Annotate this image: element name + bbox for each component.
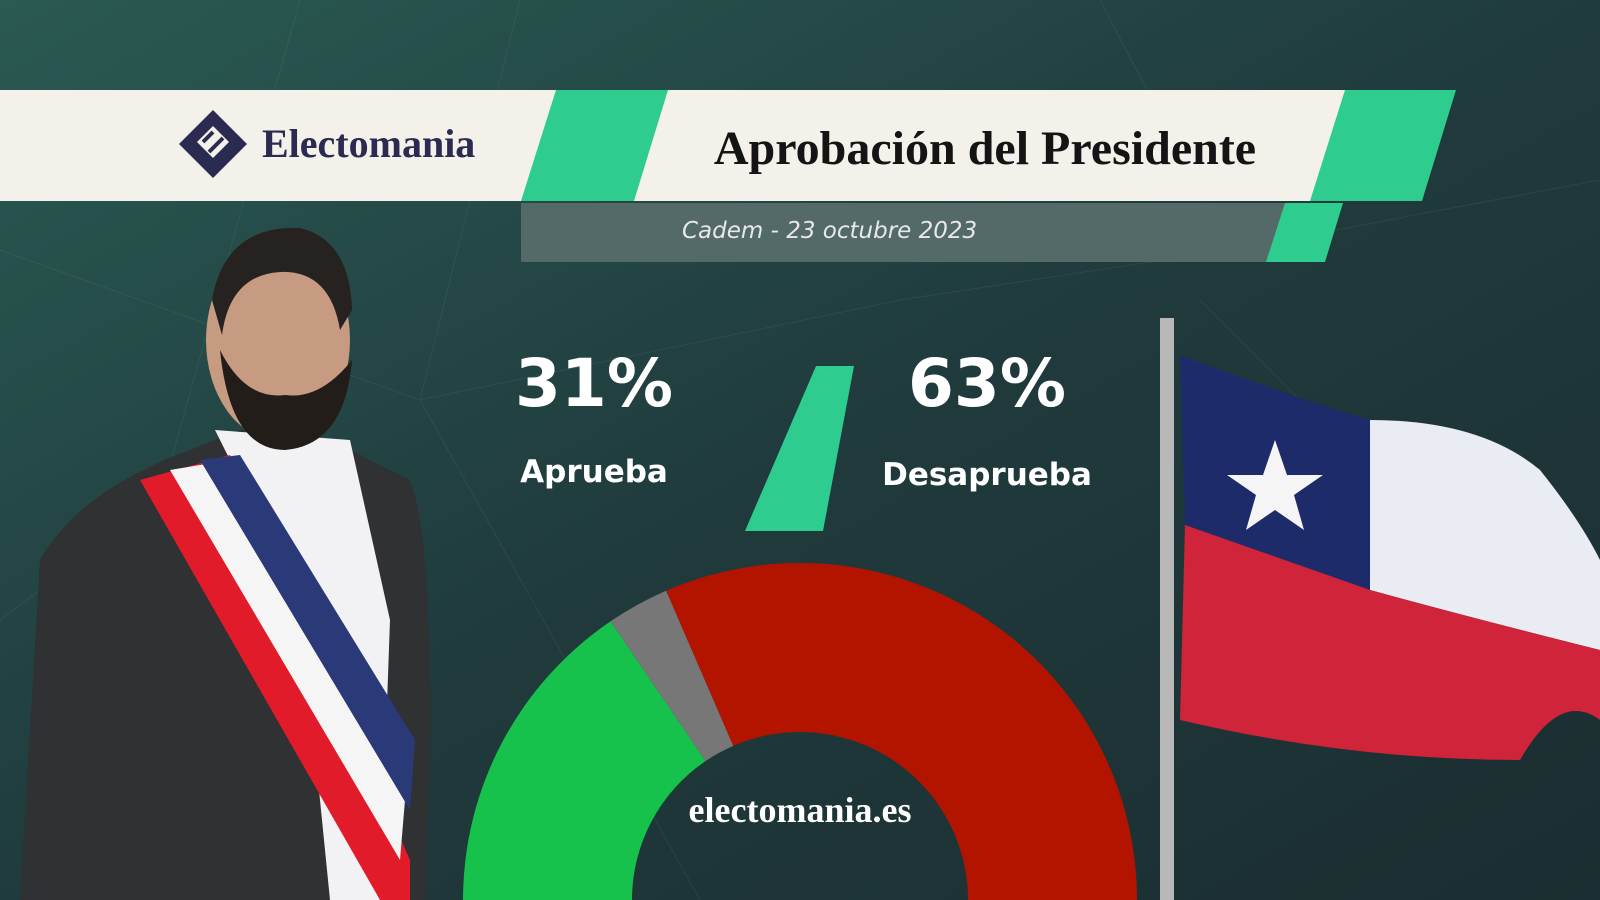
president-photo	[20, 227, 430, 900]
donut-segment	[610, 590, 734, 762]
subtitle-accent	[1266, 203, 1343, 262]
header-accent	[1310, 90, 1456, 201]
subtitle-band	[521, 203, 1300, 262]
value-label: 31%	[515, 345, 673, 422]
logo-icon	[179, 110, 247, 178]
value-label: 63%	[908, 345, 1066, 422]
brand: Electomania	[262, 121, 475, 166]
watermark: electomania.es	[689, 790, 912, 830]
category-label: Desaprueba	[882, 457, 1092, 493]
chile-flag	[1160, 318, 1600, 900]
chart-title: Aprobación del Presidente	[714, 122, 1256, 175]
chart-subtitle: Cadem - 23 octubre 2023	[682, 218, 977, 244]
half-donut-chart: 31% Aprueba 63% Desaprueba	[463, 345, 1137, 900]
divider-slash	[745, 366, 854, 531]
donut-segment	[463, 621, 706, 900]
header-accent	[521, 90, 668, 201]
donut-segment	[666, 562, 1137, 900]
category-label: Aprueba	[520, 454, 668, 490]
